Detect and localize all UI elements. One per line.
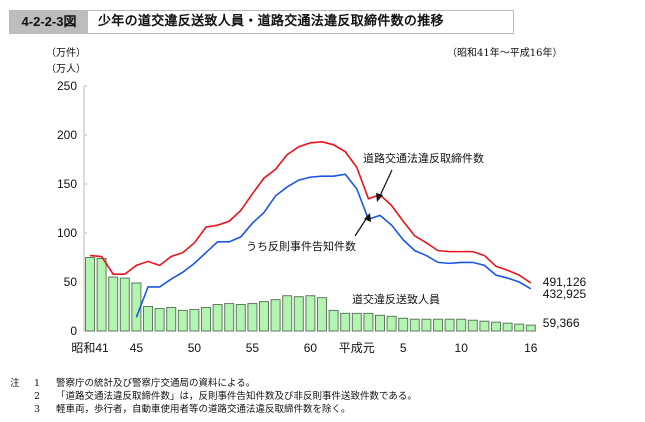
x-tick-label: 55 <box>246 341 260 355</box>
figure-title-bar: 4-2-2-3図 少年の道交違反送致人員・道路交通法違反取締件数の推移 <box>9 10 514 34</box>
end-label-persons: 59,366 <box>543 316 580 330</box>
annotation-total-violations: 道路交通法違反取締件数 <box>363 151 484 165</box>
y-tick-label: 0 <box>70 324 77 338</box>
bar <box>398 317 409 332</box>
arrowhead-icon <box>364 213 371 222</box>
bar <box>201 306 211 332</box>
x-tick-label: 60 <box>304 341 318 355</box>
bar <box>363 312 374 332</box>
bar <box>143 306 153 332</box>
x-tick-label: 45 <box>130 341 144 355</box>
bar <box>386 315 397 332</box>
figure-title: 少年の道交違反送致人員・道路交通法違反取締件数の推移 <box>98 14 444 29</box>
end-label-notices: 432,925 <box>543 287 587 301</box>
end-label-total: 491,126 <box>543 275 587 289</box>
y-tick-label: 200 <box>57 128 77 142</box>
y-tick-label: 100 <box>57 226 77 240</box>
bar <box>479 320 490 332</box>
note-text: 軽車両，歩行者，自動車使用者等の道路交通法違反取締件数を除く。 <box>56 404 351 415</box>
bar <box>456 318 467 332</box>
note-number: 2 <box>34 391 41 402</box>
bar <box>491 321 501 332</box>
bar <box>247 303 258 332</box>
arrow-icon <box>378 169 393 199</box>
bar <box>467 319 478 332</box>
period-label: （昭和41年～平成16年） <box>447 48 563 59</box>
unit-label-persons: （万人） <box>46 64 86 75</box>
unit-label-cases: （万件） <box>46 48 86 59</box>
figure-number: 4-2-2-3図 <box>10 11 88 33</box>
note-number: 3 <box>34 404 41 415</box>
note-text: 警察庁の統計及び警察庁交通局の資料による。 <box>56 378 256 389</box>
bar <box>502 322 513 332</box>
bar <box>525 324 536 332</box>
bar <box>154 307 165 332</box>
bar <box>212 304 223 332</box>
bar <box>351 312 362 332</box>
y-tick-label: 250 <box>57 79 77 93</box>
bar <box>421 318 432 332</box>
y-tick-label: 50 <box>64 275 78 289</box>
bar <box>270 299 281 332</box>
x-tick-label: 5 <box>400 341 407 355</box>
bar <box>293 296 304 332</box>
bar <box>166 306 177 332</box>
bar <box>119 277 130 332</box>
bar <box>317 297 327 332</box>
x-tick-label: 昭和41 <box>71 341 109 355</box>
bar <box>282 295 293 332</box>
bar <box>85 257 95 332</box>
note-number: 1 <box>34 378 41 389</box>
x-tick-label: 50 <box>188 341 202 355</box>
note-text: 「道路交通法違反取締件数」は，反則事件告知件数及び非反則事件送致件数である。 <box>56 391 417 402</box>
bar <box>96 257 107 332</box>
notes-head: 注 <box>10 378 20 389</box>
arrowhead-icon <box>376 193 383 202</box>
line-notices <box>135 173 532 318</box>
chart: 0 50 100 150 200 250 昭和41 45 50 55 60 平成元 5 10 16 491,1… <box>57 79 587 355</box>
bar <box>189 308 200 332</box>
annotation-persons: 道交違反送致人員 <box>352 292 440 306</box>
bar <box>340 312 351 332</box>
bar <box>409 318 420 332</box>
x-tick-label: 10 <box>455 341 469 355</box>
annotation-notices: うち反則事件告知件数 <box>246 239 356 253</box>
x-tick-label: 平成元 <box>339 341 375 355</box>
bar <box>514 323 525 332</box>
bar <box>433 318 443 332</box>
x-tick-label: 16 <box>524 341 538 355</box>
bar <box>235 304 246 332</box>
notes: 注 1 警察庁の統計及び警察庁交通局の資料による。 2 「道路交通法違反取締件数… <box>10 377 417 416</box>
bar <box>305 295 316 332</box>
bar <box>328 309 339 332</box>
bar <box>177 309 188 332</box>
bar <box>444 318 455 332</box>
bar <box>108 276 119 332</box>
y-tick-label: 150 <box>57 177 77 191</box>
bar <box>224 303 235 332</box>
bar <box>259 301 269 332</box>
bar <box>375 314 385 332</box>
line-total-violations <box>89 141 532 284</box>
